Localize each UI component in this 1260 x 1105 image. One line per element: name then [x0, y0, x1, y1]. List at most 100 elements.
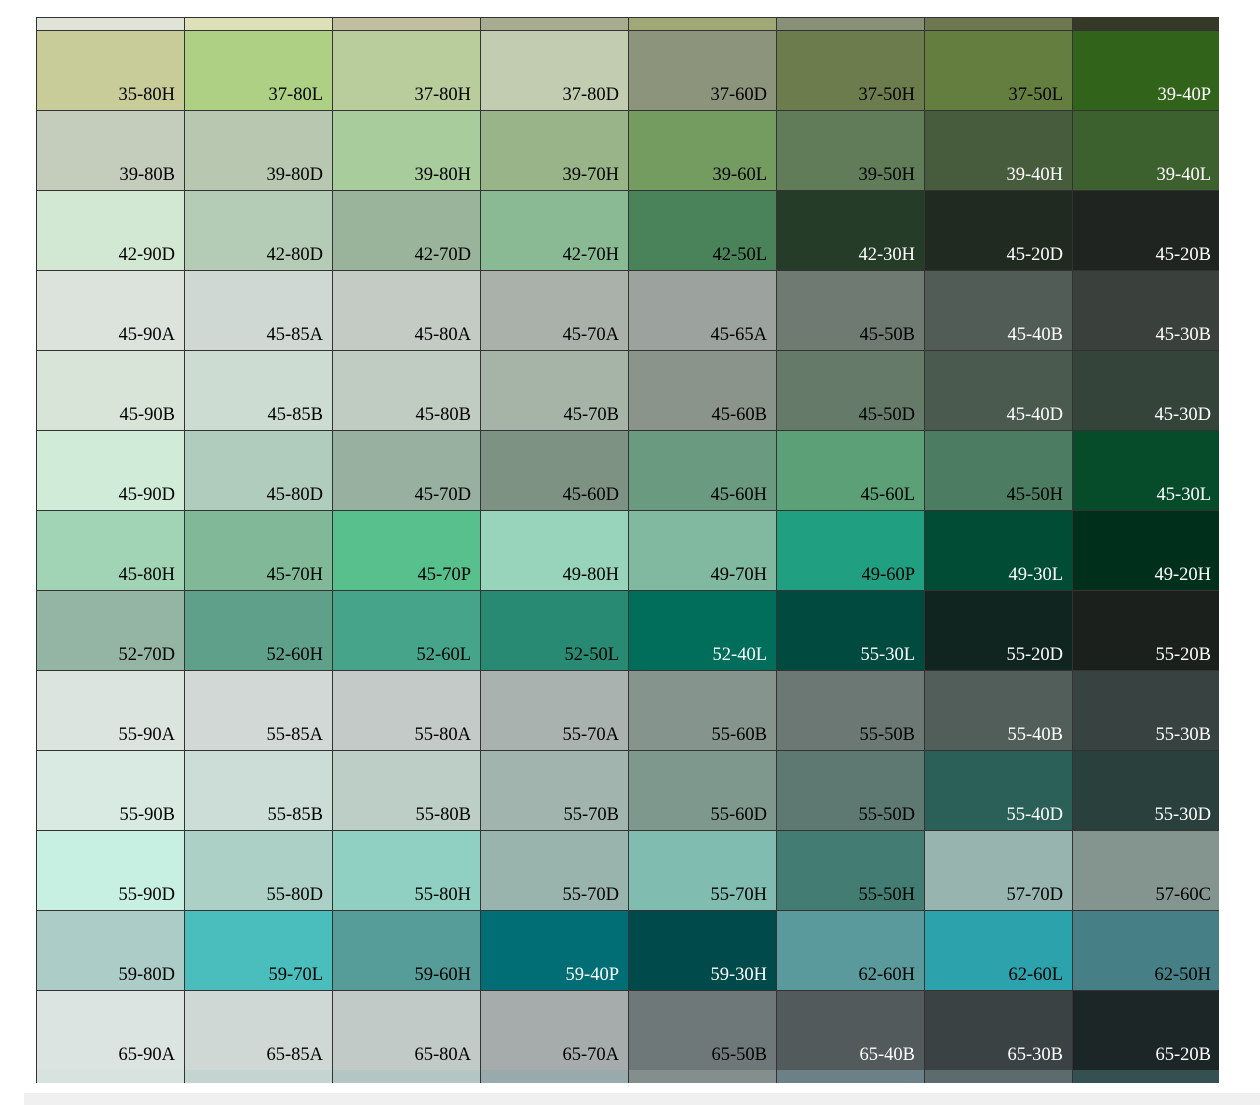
- swatch-code-label: 45-30D: [1154, 404, 1211, 425]
- swatch-code-label: 55-20B: [1155, 644, 1212, 665]
- color-swatch: 65-40B: [777, 991, 924, 1070]
- swatch-code-label: 59-80D: [118, 964, 175, 985]
- swatch-code-label: 37-80L: [268, 84, 323, 105]
- swatch-code-label: 55-80A: [414, 724, 471, 745]
- partial-swatch-top: [629, 18, 776, 30]
- color-swatch: 55-50B: [777, 671, 924, 750]
- color-swatch: 45-60B: [629, 351, 776, 430]
- color-swatch: 42-70H: [481, 191, 628, 270]
- color-swatch: 45-50H: [925, 431, 1072, 510]
- partial-row-bottom: [36, 1070, 1219, 1083]
- color-swatch: 39-50H: [777, 111, 924, 190]
- color-swatch: 65-90A: [37, 991, 184, 1070]
- color-swatch: 55-85A: [185, 671, 332, 750]
- swatch-code-label: 55-20D: [1006, 644, 1063, 665]
- swatch-code-label: 45-30L: [1156, 484, 1211, 505]
- color-swatch: 45-30L: [1073, 431, 1219, 510]
- horizontal-scrollbar-track[interactable]: [24, 1093, 1260, 1105]
- swatch-code-label: 55-40D: [1006, 804, 1063, 825]
- color-swatch: 59-80D: [37, 911, 184, 990]
- swatch-code-label: 55-60D: [710, 804, 767, 825]
- swatch-code-label: 45-50B: [859, 324, 916, 345]
- color-swatch: 59-70L: [185, 911, 332, 990]
- color-swatch: 37-80H: [333, 31, 480, 110]
- swatch-code-label: 55-70A: [562, 724, 619, 745]
- color-swatch: 45-65A: [629, 271, 776, 350]
- swatch-code-label: 55-50D: [858, 804, 915, 825]
- swatch-code-label: 49-20H: [1154, 564, 1211, 585]
- color-swatch: 39-80D: [185, 111, 332, 190]
- swatch-code-label: 57-70D: [1006, 884, 1063, 905]
- color-swatch: 55-20B: [1073, 591, 1219, 670]
- swatch-code-label: 45-50D: [858, 404, 915, 425]
- color-swatch: 39-40P: [1073, 31, 1219, 110]
- color-swatch: 42-80D: [185, 191, 332, 270]
- swatch-code-label: 42-70H: [562, 244, 619, 265]
- swatch-code-label: 37-50L: [1008, 84, 1063, 105]
- color-swatch: 49-30L: [925, 511, 1072, 590]
- swatch-code-label: 59-70L: [268, 964, 323, 985]
- swatch-code-label: 45-20B: [1155, 244, 1212, 265]
- color-swatch: 55-90B: [37, 751, 184, 830]
- color-swatch: 39-60L: [629, 111, 776, 190]
- color-swatch: 59-30H: [629, 911, 776, 990]
- color-swatch: 37-80D: [481, 31, 628, 110]
- swatch-code-label: 45-80H: [118, 564, 175, 585]
- swatch-code-label: 55-85B: [267, 804, 324, 825]
- color-swatch: 55-60D: [629, 751, 776, 830]
- color-swatch: 59-40P: [481, 911, 628, 990]
- swatch-code-label: 45-60D: [562, 484, 619, 505]
- color-swatch: 59-60H: [333, 911, 480, 990]
- swatch-code-label: 59-30H: [710, 964, 767, 985]
- color-swatch: 37-50L: [925, 31, 1072, 110]
- color-swatch: 42-70D: [333, 191, 480, 270]
- swatch-code-label: 45-90A: [118, 324, 175, 345]
- color-swatch: 35-80H: [37, 31, 184, 110]
- swatch-code-label: 65-80A: [414, 1044, 471, 1065]
- color-swatch: 45-80A: [333, 271, 480, 350]
- color-swatch: 55-20D: [925, 591, 1072, 670]
- color-swatch: 49-60P: [777, 511, 924, 590]
- color-swatch: 52-40L: [629, 591, 776, 670]
- color-swatch: 45-30B: [1073, 271, 1219, 350]
- color-swatch: 45-40D: [925, 351, 1072, 430]
- swatch-code-label: 39-80D: [266, 164, 323, 185]
- swatch-code-label: 55-85A: [266, 724, 323, 745]
- color-swatch: 45-20B: [1073, 191, 1219, 270]
- swatch-code-label: 45-40D: [1006, 404, 1063, 425]
- color-swatch: 55-70B: [481, 751, 628, 830]
- color-swatch: 37-50H: [777, 31, 924, 110]
- partial-swatch-bottom: [481, 1070, 628, 1083]
- swatch-code-label: 55-30B: [1155, 724, 1212, 745]
- color-swatch: 39-40L: [1073, 111, 1219, 190]
- swatch-code-label: 52-50L: [564, 644, 619, 665]
- color-swatch: 52-50L: [481, 591, 628, 670]
- swatch-code-label: 55-90B: [119, 804, 176, 825]
- color-swatch: 45-80D: [185, 431, 332, 510]
- color-swatch: 57-60C: [1073, 831, 1219, 910]
- color-swatch: 45-70P: [333, 511, 480, 590]
- swatch-code-label: 39-40L: [1156, 164, 1211, 185]
- color-swatch: 42-90D: [37, 191, 184, 270]
- color-swatch: 45-80H: [37, 511, 184, 590]
- swatch-code-label: 39-80B: [119, 164, 176, 185]
- color-swatch: 42-30H: [777, 191, 924, 270]
- swatch-code-label: 45-50H: [1006, 484, 1063, 505]
- partial-swatch-bottom: [185, 1070, 332, 1083]
- color-swatch: 55-40D: [925, 751, 1072, 830]
- color-swatch: 37-60D: [629, 31, 776, 110]
- swatch-code-label: 55-70H: [710, 884, 767, 905]
- color-swatch: 62-50H: [1073, 911, 1219, 990]
- color-swatch: 45-90B: [37, 351, 184, 430]
- color-swatch: 55-50H: [777, 831, 924, 910]
- swatch-code-label: 39-60L: [712, 164, 767, 185]
- swatch-code-label: 59-60H: [414, 964, 471, 985]
- color-swatch: 65-20B: [1073, 991, 1219, 1070]
- swatch-code-label: 55-50B: [859, 724, 916, 745]
- swatch-code-label: 59-40P: [565, 964, 619, 985]
- swatch-code-label: 39-80H: [414, 164, 471, 185]
- color-swatch: 55-80H: [333, 831, 480, 910]
- color-swatch: 45-30D: [1073, 351, 1219, 430]
- swatch-code-label: 57-60C: [1155, 884, 1212, 905]
- swatch-code-label: 45-70H: [266, 564, 323, 585]
